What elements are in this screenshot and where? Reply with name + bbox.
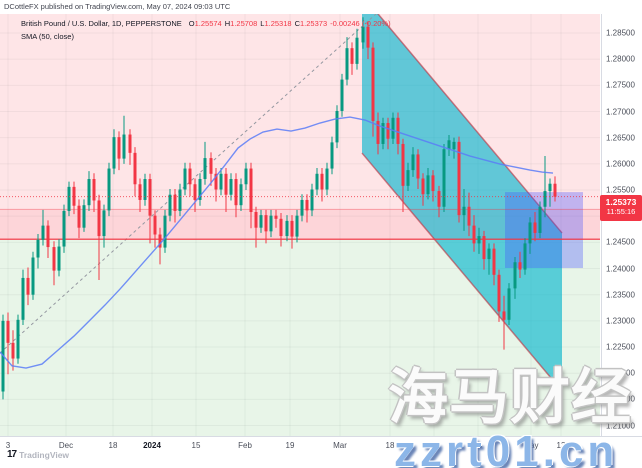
time-axis[interactable]: 3 Dec 18 2024 15 Feb 19 Mar 18 Apr 15 May 13: [0, 436, 642, 468]
time-axis-label: 18: [385, 441, 395, 450]
bar-countdown: 11:55:16: [606, 207, 636, 216]
time-axis-label: Feb: [238, 441, 252, 450]
publish-bar: DCottleFX published on TradingView.com, …: [0, 0, 642, 14]
time-axis-label: 15: [191, 441, 201, 450]
last-price-value: 1.25373: [605, 197, 637, 207]
price-axis-label: 1.24000: [606, 264, 635, 274]
tradingview-logo-text: TradingView: [19, 449, 70, 460]
price-axis-label: 1.21000: [606, 421, 635, 431]
price-axis-label: 1.26500: [606, 133, 635, 143]
time-axis-label: Dec: [58, 441, 74, 450]
time-axis-label: Apr: [427, 441, 441, 450]
price-axis-label: 1.28000: [606, 54, 635, 64]
price-axis-label: 1.24500: [606, 237, 635, 247]
time-axis-label: 19: [285, 441, 295, 450]
time-axis-label: 2024: [143, 441, 161, 450]
price-axis-label: 1.26000: [606, 159, 635, 169]
high-value: 1.25708: [230, 19, 258, 28]
price-axis[interactable]: 1.28500 1.28000 1.27500 1.27000 1.26500 1.260…: [601, 14, 642, 436]
time-axis-label: 3: [5, 441, 11, 450]
price-axis-label: 1.27000: [606, 107, 635, 116]
price-axis-label: 1.23000: [606, 316, 635, 326]
chart-legend[interactable]: British Pound / U.S. Dollar, 1D, PEPPERS…: [21, 18, 391, 43]
symbol-title[interactable]: British Pound / U.S. Dollar, 1D, PEPPERS…: [21, 19, 182, 28]
time-axis-label: Mar: [333, 441, 347, 450]
publish-line: DCottleFX published on TradingView.com, …: [4, 2, 231, 11]
open-value: 1.25574: [194, 19, 222, 28]
price-axis-label: 1.22500: [606, 342, 635, 352]
time-axis-label: 13: [556, 441, 566, 450]
low-label: L: [260, 19, 265, 28]
high-label: H: [224, 19, 231, 28]
last-price-flag: 1.25373 11:55:16: [600, 195, 642, 221]
time-axis-label: May: [523, 441, 539, 450]
symbol-legend-row[interactable]: British Pound / U.S. Dollar, 1D, PEPPERS…: [21, 18, 391, 30]
time-axis-label: 18: [108, 441, 118, 450]
watermark-cjk-text: 海马财经: [388, 364, 632, 431]
close-value: 1.25373: [300, 19, 328, 28]
watermark-url-text: zzrt01.cn: [394, 427, 619, 468]
tradingview-logo[interactable]: 17 TradingView: [7, 449, 69, 460]
close-label: C: [294, 19, 300, 28]
open-label: O: [188, 19, 195, 28]
indicator-legend-row[interactable]: SMA (50, close): [21, 32, 74, 41]
price-axis-label: 1.27500: [606, 80, 635, 90]
price-axis-label: 1.25500: [606, 185, 635, 195]
low-value: 1.25318: [264, 19, 292, 28]
price-axis-label: 1.22000: [606, 368, 635, 378]
price-axis-label: 1.21500: [606, 394, 635, 404]
price-axis-label: 1.23500: [606, 290, 635, 300]
time-axis-label: 15: [473, 441, 483, 450]
tradingview-logo-icon: 17: [7, 449, 17, 460]
price-axis-label: 1.28500: [606, 28, 635, 38]
change-value: -0.00246 (-0.20%): [330, 19, 391, 28]
